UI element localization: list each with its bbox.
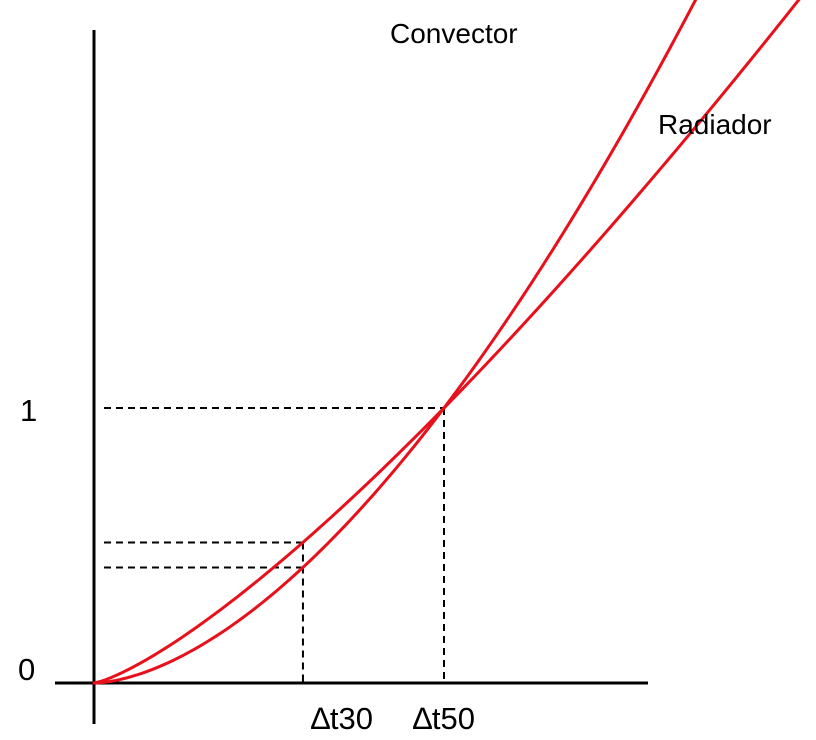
radiador-series-line bbox=[92, 0, 801, 685]
convector-series-label: Convector bbox=[390, 18, 518, 49]
radiador-series-label: Radiador bbox=[658, 109, 772, 140]
convector-series-line bbox=[92, 0, 698, 685]
y-tick-label-0: 0 bbox=[18, 652, 35, 687]
guide-lines bbox=[104, 407, 445, 683]
series-lines bbox=[92, 0, 801, 685]
y-tick-label-1: 1 bbox=[20, 393, 37, 428]
x-tick-label-dt50: ∆t50 bbox=[413, 701, 475, 736]
x-tick-label-dt30: ∆t30 bbox=[311, 701, 373, 736]
